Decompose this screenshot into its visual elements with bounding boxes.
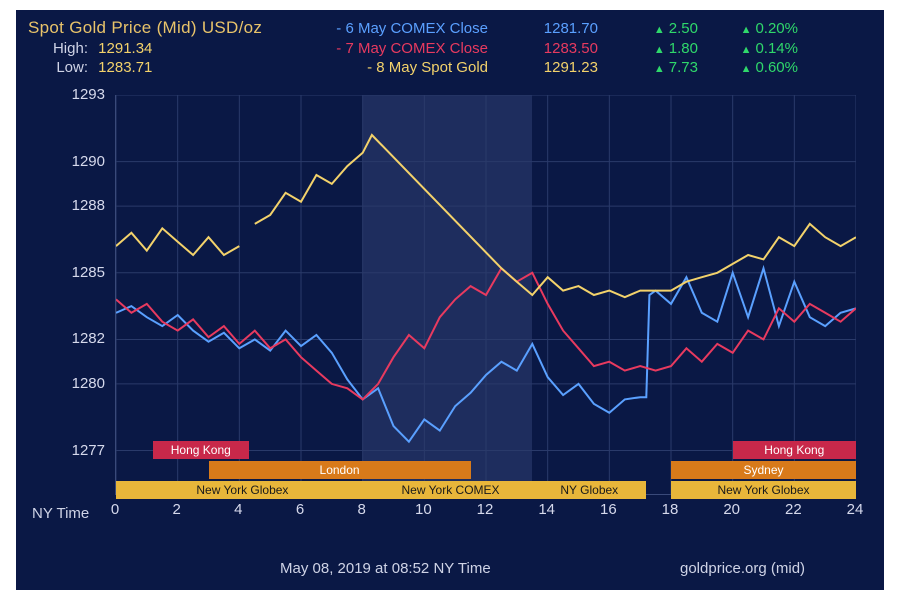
series-pct-0: 0.20% <box>698 20 798 37</box>
x-tick-label: 2 <box>172 501 180 518</box>
x-tick-label: 22 <box>785 501 802 518</box>
session-bar-ny-globex: NY Globex <box>532 481 646 499</box>
series-change-2: 7.73 <box>598 59 698 76</box>
y-tick-label: 1290 <box>55 153 105 170</box>
y-tick-label: 1277 <box>55 442 105 459</box>
session-bar-london: London <box>209 461 471 479</box>
series-pct-2: 0.60% <box>698 59 798 76</box>
session-bar-hong-kong: Hong Kong <box>153 441 249 459</box>
x-tick-label: 4 <box>234 501 242 518</box>
y-tick-label: 1280 <box>55 375 105 392</box>
series-label-1: - 7 May COMEX Close <box>268 40 488 57</box>
x-tick-label: 16 <box>600 501 617 518</box>
high-value: 1291.34 <box>98 40 152 57</box>
series-label-0: - 6 May COMEX Close <box>268 20 488 37</box>
x-tick-label: 12 <box>477 501 494 518</box>
x-tick-label: 24 <box>847 501 864 518</box>
series-change-0: 2.50 <box>598 20 698 37</box>
series-label-2: - 8 May Spot Gold <box>268 59 488 76</box>
x-tick-label: 18 <box>662 501 679 518</box>
high-label: High: <box>28 40 88 57</box>
series-price-1: 1283.50 <box>488 40 598 57</box>
series-price-2: 1291.23 <box>488 59 598 76</box>
session-bar-sydney: Sydney <box>671 461 856 479</box>
series-price-0: 1281.70 <box>488 20 598 37</box>
x-tick-label: 20 <box>723 501 740 518</box>
session-bar-hong-kong: Hong Kong <box>733 441 856 459</box>
x-tick-label: 14 <box>538 501 555 518</box>
session-bar-new-york-comex: New York COMEX <box>369 481 532 499</box>
footer-source: goldprice.org (mid) <box>680 560 805 577</box>
gold-price-chart: Spot Gold Price (Mid) USD/oz - 6 May COM… <box>0 0 900 600</box>
series-change-1: 1.80 <box>598 40 698 57</box>
session-bar-new-york-globex: New York Globex <box>116 481 369 499</box>
y-tick-label: 1288 <box>55 197 105 214</box>
y-tick-label: 1282 <box>55 330 105 347</box>
x-tick-label: 10 <box>415 501 432 518</box>
footer-timestamp: May 08, 2019 at 08:52 NY Time <box>280 560 491 577</box>
y-tick-label: 1285 <box>55 264 105 281</box>
chart-header: Spot Gold Price (Mid) USD/oz - 6 May COM… <box>28 18 872 78</box>
chart-title: Spot Gold Price (Mid) USD/oz <box>28 18 268 38</box>
plot-svg <box>116 95 856 495</box>
low-label: Low: <box>28 59 88 76</box>
series-pct-1: 0.14% <box>698 40 798 57</box>
plot-area: Hong KongHong KongLondonSydneyNew York G… <box>115 95 855 495</box>
x-tick-label: 8 <box>357 501 365 518</box>
x-axis-title: NY Time <box>32 505 89 522</box>
x-tick-label: 6 <box>296 501 304 518</box>
y-tick-label: 1293 <box>55 86 105 103</box>
session-bar-new-york-globex: New York Globex <box>671 481 856 499</box>
low-value: 1283.71 <box>98 59 152 76</box>
x-tick-label: 0 <box>111 501 119 518</box>
